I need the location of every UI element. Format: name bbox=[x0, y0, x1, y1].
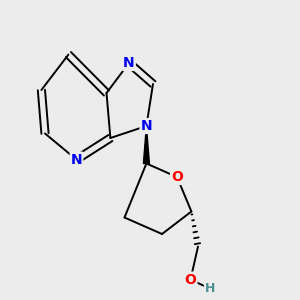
Text: N: N bbox=[123, 56, 135, 70]
Polygon shape bbox=[143, 126, 149, 164]
Text: N: N bbox=[141, 119, 152, 133]
Text: O: O bbox=[184, 273, 196, 286]
Text: N: N bbox=[71, 153, 82, 166]
Text: H: H bbox=[205, 282, 215, 295]
Text: O: O bbox=[171, 170, 183, 184]
